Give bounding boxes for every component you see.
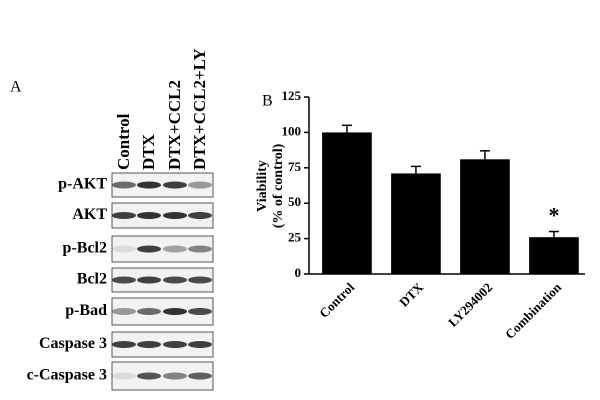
blot-band [188,276,212,284]
blot-band [137,308,161,315]
blot-band [112,276,136,284]
bar [529,237,579,274]
panel-label: A [10,79,22,96]
blot-band [137,276,161,284]
y-tick-label: 75 [288,159,302,174]
row-label: AKT [72,206,107,223]
blot-band [188,308,212,315]
blot-band [188,181,212,189]
blot-band [188,212,212,219]
y-tick-label: 50 [288,194,301,209]
blot-band [163,308,187,315]
blot-band [112,372,136,380]
bar [322,132,372,274]
blot-band [137,341,161,348]
blot-band [188,341,212,348]
lane-label: DTX+CCL2+LY [190,48,209,170]
blot-band [112,212,136,219]
row-label: p-AKT [58,176,107,193]
blot-band [137,212,161,219]
blot-band [137,245,161,253]
row-label: p-Bcl2 [63,240,107,257]
row-label: Bcl2 [77,271,107,288]
blot-band [163,276,187,284]
y-axis-label: (% of control) [271,143,286,228]
lane-label: DTX+CCL2 [165,80,184,170]
blot-band [112,245,136,253]
panel-label: B [262,93,273,110]
y-tick-label: 125 [282,88,302,103]
blot-band [163,372,187,380]
blot-band [163,212,187,219]
error-bar [479,150,490,160]
blot-band [163,341,187,348]
bar [460,159,510,274]
blot-band [137,372,161,380]
blot-band [188,372,212,380]
bar [391,173,441,274]
lane-label: DTX [139,133,158,170]
blot-band [112,341,136,348]
blot-band [137,181,161,189]
blot-band [188,245,212,253]
blot-band [112,181,136,189]
error-bar [341,124,352,133]
annotation: * [548,203,559,228]
row-label: Caspase 3 [39,335,107,352]
row-label: c-Caspase 3 [27,367,107,384]
y-tick-label: 0 [295,265,302,280]
error-bar [548,230,559,238]
y-tick-label: 100 [282,123,302,138]
blot-band [112,308,136,315]
y-axis-label: Viability [255,160,270,212]
blot-band [163,245,187,253]
row-label: p-Bad [65,302,107,319]
error-bar [410,165,421,174]
y-tick-label: 25 [288,230,302,245]
blot-band [163,181,187,189]
lane-label: Control [114,113,133,170]
